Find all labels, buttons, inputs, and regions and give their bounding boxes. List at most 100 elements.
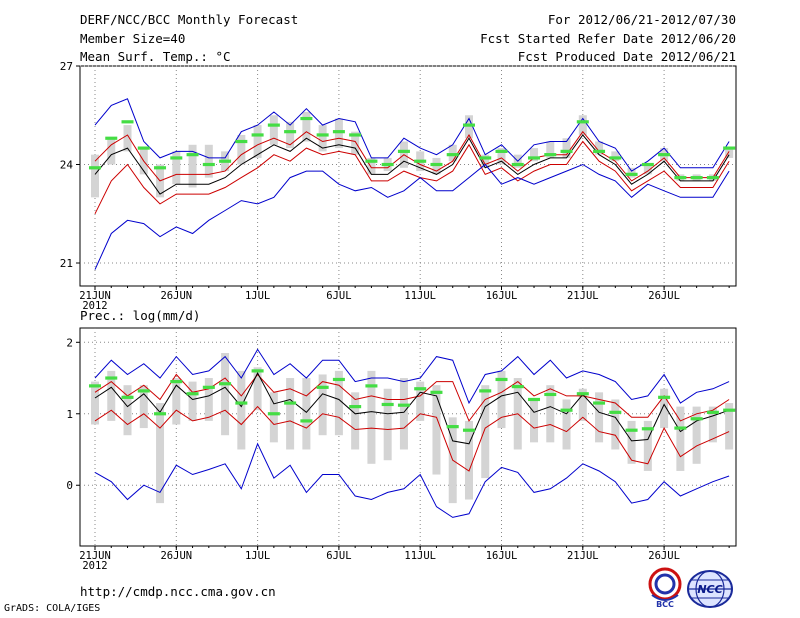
- precip-range-box: [123, 385, 132, 436]
- precip-forecast-marker: [414, 387, 427, 391]
- precip-forecast-marker: [267, 412, 280, 416]
- temp-forecast-marker: [137, 146, 150, 150]
- precip-forecast-marker: [593, 401, 606, 405]
- precip-forecast-marker: [479, 389, 492, 393]
- temp-range-box: [497, 148, 506, 165]
- temp-forecast-marker: [121, 120, 134, 124]
- precip-panel: 21JUN 26JUN 1JUL 6JUL 11JUL 16JUL 21JUL 26JUL20…: [66, 327, 737, 572]
- precip-range-box: [334, 370, 343, 436]
- temp-range-box: [546, 141, 555, 158]
- precip-forecast-marker: [495, 377, 508, 382]
- temp-forecast-marker: [219, 159, 232, 163]
- precip-range-box: [562, 399, 571, 450]
- precip-forecast-marker: [284, 401, 297, 405]
- temp-range-box: [725, 148, 734, 158]
- ncc-logo: NCC: [687, 570, 733, 608]
- precip-forecast-marker: [462, 428, 475, 432]
- source-url[interactable]: http://cmdp.ncc.cma.gov.cn: [80, 584, 276, 599]
- precip-y-tick-label: 1: [66, 408, 73, 421]
- temp-forecast-marker: [706, 176, 719, 180]
- temp-series-mean-line: [94, 134, 730, 195]
- forecast-produced-date: Fcst Produced Date 2012/06/21: [517, 49, 736, 64]
- precip-range-box: [464, 420, 473, 500]
- temp-panel: 21JUN 26JUN 1JUL 6JUL 11JUL 16JUL 21JUL 26JUL 20…: [60, 60, 737, 312]
- temp-y-tick-label: 21: [60, 257, 73, 270]
- bcc-logo-text: BCC: [656, 600, 674, 609]
- temp-range-box: [107, 138, 116, 165]
- precip-forecast-marker: [560, 408, 573, 412]
- temp-range-box: [269, 115, 278, 145]
- precip-range-box: [627, 420, 636, 464]
- temp-forecast-marker: [560, 149, 573, 153]
- temp-range-box: [172, 151, 181, 185]
- precip-panel-title: Prec.: log(mm/d): [80, 308, 201, 323]
- precip-forecast-marker: [674, 426, 687, 430]
- temp-range-box: [464, 115, 473, 139]
- temp-forecast-marker: [251, 133, 264, 137]
- temp-forecast-marker: [170, 156, 183, 160]
- temp-y-tick-label: 27: [60, 60, 73, 73]
- member-size: Member Size=40: [80, 31, 186, 46]
- precip-range-box: [383, 388, 392, 461]
- temp-range-box: [595, 141, 604, 155]
- precip-range-box: [692, 406, 701, 464]
- precip-forecast-marker: [332, 377, 345, 382]
- temp-range-box: [351, 131, 360, 155]
- precip-forecast-marker: [690, 417, 703, 421]
- precip-range-box: [399, 378, 408, 450]
- precip-series-mean-line: [94, 371, 730, 445]
- precip-range-box: [351, 392, 360, 450]
- temp-range-box: [188, 144, 197, 188]
- precip-range-box: [91, 381, 99, 425]
- temp-forecast-marker: [674, 176, 687, 180]
- precip-range-box: [530, 399, 539, 443]
- precip-range-box: [253, 367, 262, 411]
- precip-range-box: [237, 370, 246, 450]
- temp-forecast-marker: [462, 123, 475, 127]
- precip-range-box: [367, 370, 376, 464]
- temp-x-tick-label: 1JUL: [245, 290, 270, 302]
- precip-range-box: [595, 392, 604, 443]
- precip-forecast-marker: [528, 397, 541, 402]
- precip-forecast-marker: [219, 382, 232, 386]
- precip-forecast-marker: [251, 369, 264, 373]
- temp-forecast-marker: [235, 139, 248, 144]
- precip-range-box: [611, 399, 620, 450]
- precip-x-tick-label: 21JUL: [567, 550, 599, 562]
- precip-range-box: [221, 353, 230, 436]
- temp-range-box: [367, 157, 376, 175]
- temp-range-box: [302, 111, 311, 142]
- precip-range-box: [269, 392, 278, 443]
- precip-forecast-marker: [89, 384, 101, 388]
- precip-x-tick-label: 1JUL: [245, 550, 270, 562]
- precip-x-tick-label: 26JUN: [160, 550, 192, 562]
- temp-forecast-marker: [414, 159, 427, 163]
- temp-range-box: [318, 125, 327, 152]
- forecast-started-date: Fcst Started Refer Date 2012/06/20: [480, 31, 736, 46]
- temp-range-box: [432, 157, 441, 175]
- temp-forecast-marker: [284, 130, 297, 134]
- precip-forecast-marker: [365, 384, 378, 388]
- precip-forecast-marker: [235, 401, 248, 405]
- precip-forecast-marker: [641, 427, 654, 431]
- precip-range-box: [676, 406, 685, 471]
- temp-range-box: [253, 125, 262, 158]
- precip-forecast-marker: [609, 410, 622, 414]
- precip-range-box: [286, 378, 295, 450]
- precip-forecast-marker: [121, 395, 134, 399]
- temp-forecast-marker: [381, 162, 394, 167]
- precip-forecast-marker: [397, 403, 410, 407]
- temp-forecast-marker: [397, 149, 410, 153]
- precip-range-box: [302, 378, 311, 450]
- precip-x-tick-label: 6JUL: [326, 550, 351, 562]
- precip-forecast-marker: [137, 389, 150, 393]
- precip-series-upper-line: [94, 373, 730, 422]
- temp-range-box: [123, 125, 132, 152]
- temp-x-tick-label: 26JUL: [648, 290, 680, 302]
- precip-range-box: [708, 406, 717, 443]
- temp-forecast-marker: [609, 156, 622, 160]
- grads-credit: GrADS: COLA/IGES: [4, 603, 101, 614]
- temp-range-box: [643, 164, 652, 175]
- temp-series-max-line: [94, 98, 730, 172]
